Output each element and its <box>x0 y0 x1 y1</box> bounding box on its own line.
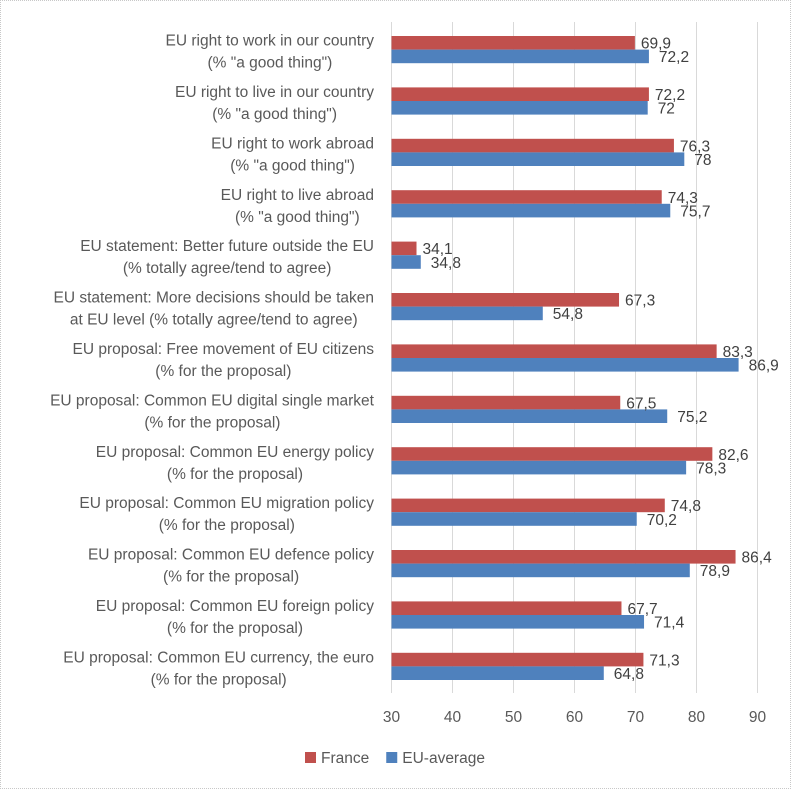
value-labels: 69,972,272,27276,37874,375,734,134,867,3… <box>423 36 779 683</box>
category-label: EU right to live in our country <box>175 84 374 101</box>
bar-france[interactable] <box>391 550 736 564</box>
category-label: EU proposal: Free movement of EU citizen… <box>72 341 374 358</box>
x-tick-label: 70 <box>627 709 645 726</box>
value-label: 64,8 <box>614 666 644 683</box>
x-tick-label: 40 <box>444 709 462 726</box>
legend-item-france[interactable]: France <box>305 750 369 767</box>
bar-france[interactable] <box>391 293 620 307</box>
bar-eu-average[interactable] <box>391 563 690 578</box>
bar-eu-average[interactable] <box>391 615 645 629</box>
category-label: (% totally agree/tend to agree) <box>123 260 332 277</box>
bar-eu-average[interactable] <box>391 306 543 321</box>
value-label: 69,9 <box>641 36 671 53</box>
bar-eu-average[interactable] <box>391 666 604 680</box>
bar-france[interactable] <box>391 190 662 204</box>
category-labels: EU right to work in our country (% "a goo… <box>50 33 375 689</box>
category-label: (% "a good thing") <box>230 157 355 174</box>
bars <box>391 36 739 680</box>
value-label: 67,7 <box>627 601 657 618</box>
bar-france[interactable] <box>391 447 713 461</box>
x-tick-label: 90 <box>749 709 767 726</box>
category-label: (% for the proposal) <box>167 466 303 483</box>
legend-swatch <box>305 752 316 763</box>
category-label: EU right to work in our country <box>166 33 375 50</box>
value-label: 70,2 <box>647 512 677 529</box>
value-label: 34,8 <box>431 255 461 272</box>
category-label: (% for the proposal) <box>144 414 280 431</box>
x-tick-label: 50 <box>505 709 523 726</box>
category-label: EU right to live abroad <box>221 187 374 204</box>
category-label: (% "a good thing") <box>235 209 360 226</box>
value-label: 72,2 <box>655 87 685 104</box>
bar-eu-average[interactable] <box>391 512 637 526</box>
category-label: (% for the proposal) <box>163 569 299 586</box>
bar-eu-average[interactable] <box>391 460 687 475</box>
bar-eu-average[interactable] <box>391 49 649 64</box>
value-label: 34,1 <box>423 241 453 258</box>
bar-france[interactable] <box>391 601 622 615</box>
value-label: 82,6 <box>718 447 748 464</box>
category-label: EU proposal: Common EU digital single ma… <box>50 392 375 409</box>
value-label: 74,8 <box>671 498 701 515</box>
value-label: 75,7 <box>680 203 710 220</box>
bar-france[interactable] <box>391 138 674 153</box>
category-label: EU proposal: Common EU foreign policy <box>96 598 375 615</box>
legend-swatch <box>386 752 398 763</box>
value-label: 71,3 <box>649 652 679 669</box>
value-label: 86,4 <box>742 550 773 567</box>
category-label: EU proposal: Common EU migration policy <box>79 495 374 512</box>
legend-item-eu-average[interactable]: EU-average <box>386 750 485 767</box>
value-label: 67,3 <box>625 293 655 310</box>
category-label: at EU level (% totally agree/tend to agr… <box>70 312 358 329</box>
category-label: (% "a good thing") <box>212 106 337 123</box>
bar-eu-average[interactable] <box>391 101 648 115</box>
value-label: 75,2 <box>677 409 707 426</box>
value-label: 72,2 <box>659 49 689 66</box>
bar-france[interactable] <box>391 652 644 667</box>
value-label: 78 <box>694 152 711 169</box>
value-label: 78,9 <box>700 563 730 580</box>
bar-eu-average[interactable] <box>391 409 668 423</box>
value-label: 78,3 <box>696 460 726 477</box>
legend-label: France <box>321 750 369 767</box>
category-label: EU right to work abroad <box>211 135 374 152</box>
value-label: 76,3 <box>680 138 710 155</box>
bar-france[interactable] <box>391 498 665 513</box>
gridlines <box>391 22 758 693</box>
value-label: 74,3 <box>668 190 698 207</box>
value-label: 83,3 <box>723 344 753 361</box>
category-label: EU proposal: Common EU energy policy <box>96 444 375 461</box>
bar-eu-average[interactable] <box>391 255 421 269</box>
bar-eu-average[interactable] <box>391 358 739 372</box>
category-label: (% for the proposal) <box>167 620 303 637</box>
category-label: EU proposal: Common EU currency, the eur… <box>63 649 374 666</box>
bar-france[interactable] <box>391 241 417 256</box>
x-tick-label: 30 <box>383 709 401 726</box>
bar-france[interactable] <box>391 395 621 410</box>
bar-france[interactable] <box>391 36 635 50</box>
category-label: EU proposal: Common EU defence policy <box>88 547 374 564</box>
x-tick-label: 80 <box>688 709 706 726</box>
category-label: (% for the proposal) <box>159 517 295 534</box>
legend[interactable]: France EU-average <box>305 750 485 767</box>
value-label: 71,4 <box>654 615 685 632</box>
category-label: (% for the proposal) <box>155 363 291 380</box>
legend-label: EU-average <box>402 750 485 767</box>
category-label: (% "a good thing") <box>208 55 333 72</box>
value-label: 86,9 <box>749 358 779 375</box>
bar-eu-average[interactable] <box>391 203 671 218</box>
category-label: (% for the proposal) <box>151 671 287 688</box>
x-tick-label: 60 <box>566 709 584 726</box>
bar-france[interactable] <box>391 344 717 358</box>
value-label: 67,5 <box>626 395 656 412</box>
value-label: 72 <box>658 101 675 118</box>
bar-eu-average[interactable] <box>391 152 685 166</box>
category-label: EU statement: More decisions should be t… <box>53 290 374 307</box>
category-label: EU statement: Better future outside the … <box>80 238 374 255</box>
x-axis-ticks: 30 40 50 60 70 80 90 <box>383 709 767 726</box>
bar-france[interactable] <box>391 87 649 101</box>
value-label: 54,8 <box>553 306 583 323</box>
